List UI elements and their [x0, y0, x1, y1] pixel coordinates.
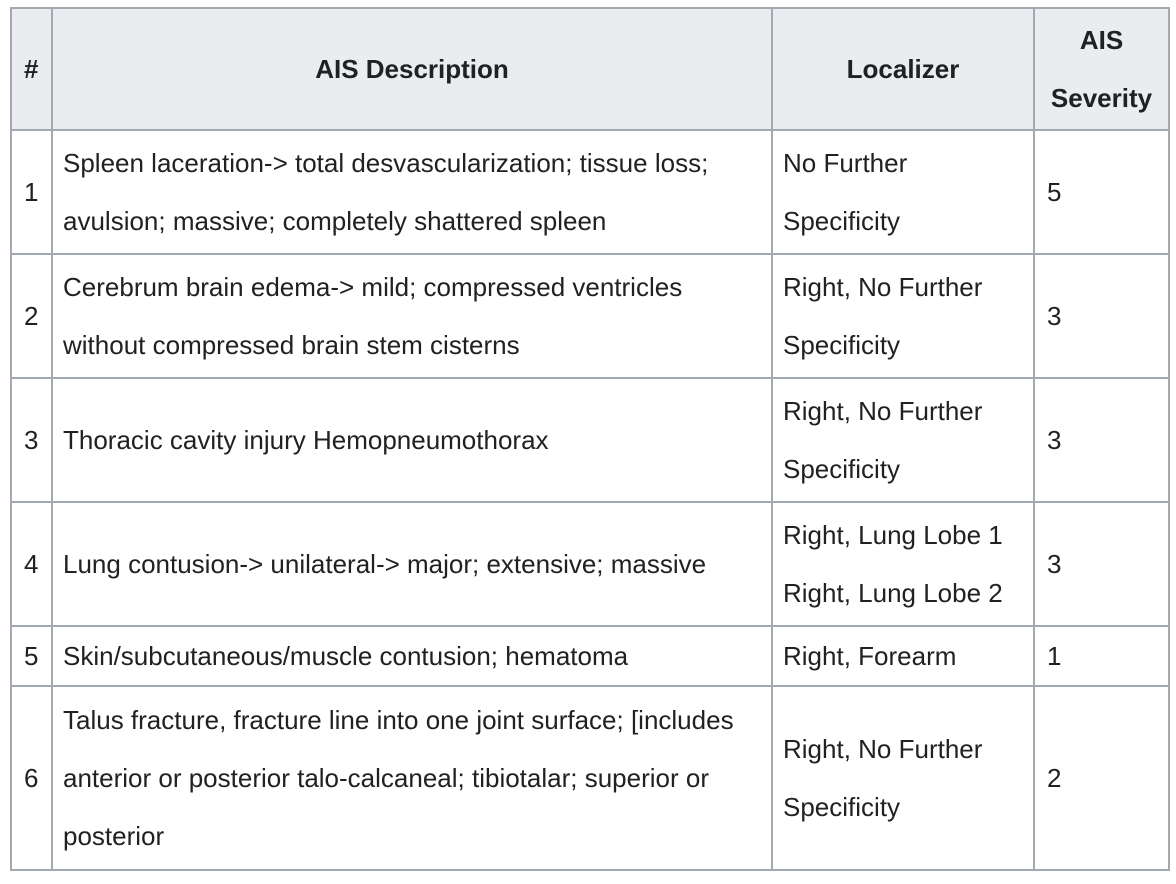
row-number: 4	[10, 501, 53, 627]
row-severity: 3	[1033, 377, 1170, 503]
header-row: # AIS Description Localizer AIS Severity	[10, 7, 1170, 131]
row-description: Skin/subcutaneous/muscle contusion; hema…	[51, 625, 773, 687]
ais-injury-table: # AIS Description Localizer AIS Severity…	[10, 7, 1170, 871]
table-row: 4 Lung contusion-> unilateral-> major; e…	[10, 501, 1170, 627]
row-number: 3	[10, 377, 53, 503]
table-body: 1 Spleen laceration-> total desvasculari…	[10, 129, 1170, 871]
row-severity: 2	[1033, 685, 1170, 871]
table-row: 6 Talus fracture, fracture line into one…	[10, 685, 1170, 871]
row-number: 2	[10, 253, 53, 379]
row-description: Talus fracture, fracture line into one j…	[51, 685, 773, 871]
header-number: #	[10, 7, 53, 131]
localizer-line: Right, Forearm	[783, 641, 957, 671]
row-severity: 3	[1033, 501, 1170, 627]
row-severity: 5	[1033, 129, 1170, 255]
row-number: 5	[10, 625, 53, 687]
header-ais-description: AIS Description	[51, 7, 773, 131]
row-localizer: No Further Specificity	[771, 129, 1035, 255]
table-row: 1 Spleen laceration-> total desvasculari…	[10, 129, 1170, 255]
row-localizer: Right, Lung Lobe 1 Right, Lung Lobe 2	[771, 501, 1035, 627]
row-description: Lung contusion-> unilateral-> major; ext…	[51, 501, 773, 627]
table-row: 5 Skin/subcutaneous/muscle contusion; he…	[10, 625, 1170, 687]
row-localizer: Right, No Further Specificity	[771, 253, 1035, 379]
localizer-line: No Further Specificity	[783, 148, 908, 236]
table-header: # AIS Description Localizer AIS Severity	[10, 7, 1170, 131]
row-number: 6	[10, 685, 53, 871]
localizer-line: Right, Lung Lobe 2	[783, 578, 1003, 608]
table-row: 3 Thoracic cavity injury Hemopneumothora…	[10, 377, 1170, 503]
localizer-line: Right, No Further Specificity	[783, 272, 983, 360]
header-localizer: Localizer	[771, 7, 1035, 131]
row-localizer: Right, No Further Specificity	[771, 377, 1035, 503]
row-localizer: Right, No Further Specificity	[771, 685, 1035, 871]
row-description: Thoracic cavity injury Hemopneumothorax	[51, 377, 773, 503]
row-severity: 1	[1033, 625, 1170, 687]
localizer-line: Right, No Further Specificity	[783, 396, 983, 484]
row-description: Cerebrum brain edema-> mild; compressed …	[51, 253, 773, 379]
header-ais-severity: AIS Severity	[1033, 7, 1170, 131]
table-row: 2 Cerebrum brain edema-> mild; compresse…	[10, 253, 1170, 379]
row-severity: 3	[1033, 253, 1170, 379]
row-localizer: Right, Forearm	[771, 625, 1035, 687]
localizer-line: Right, Lung Lobe 1	[783, 520, 1003, 550]
localizer-line: Right, No Further Specificity	[783, 734, 983, 822]
row-description: Spleen laceration-> total desvasculariza…	[51, 129, 773, 255]
row-number: 1	[10, 129, 53, 255]
